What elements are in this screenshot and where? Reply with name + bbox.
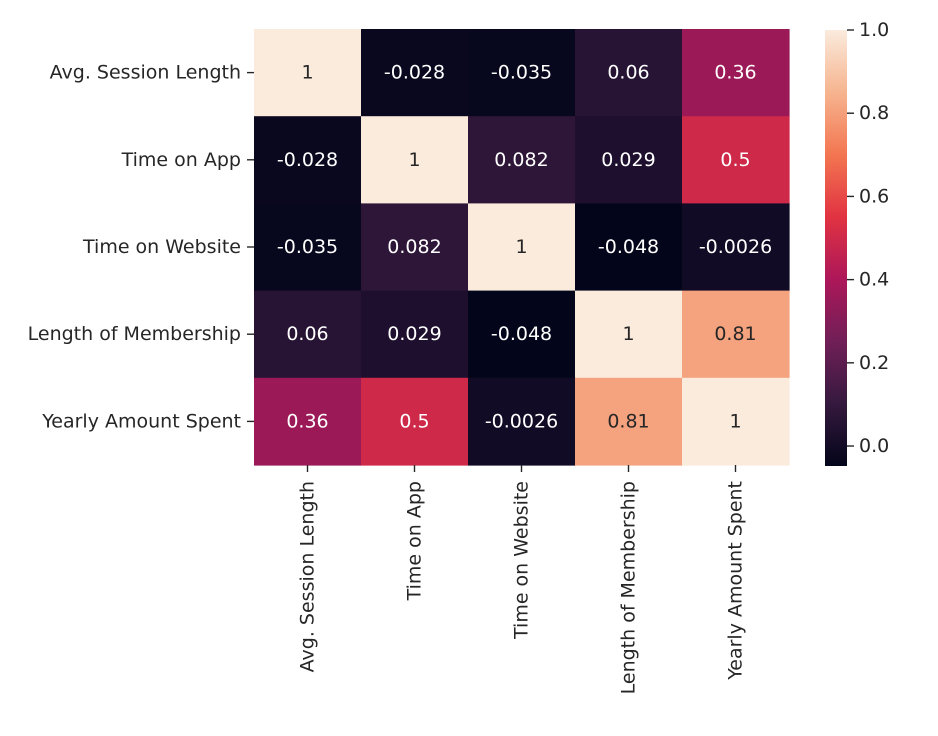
heatmap-cell: [682, 29, 790, 117]
heatmap-cell: [468, 29, 576, 117]
cell-value-label: 0.5: [399, 410, 429, 432]
heatmap-cell: [575, 29, 683, 117]
cell-value-label: 0.029: [601, 149, 655, 171]
cell-value-label: 1: [622, 323, 634, 345]
colorbar-tick-label: 0.6: [859, 185, 889, 207]
cell-value-label: -0.028: [384, 62, 445, 84]
heatmap-cell: [254, 29, 362, 117]
heatmap-cell: [468, 290, 576, 379]
x-axis-tick-labels: Avg. Session Length Time on App Time on We…: [297, 465, 747, 694]
x-axis-tick-label: Yearly Amount Spent: [725, 481, 747, 681]
cell-value-label: 0.36: [714, 62, 756, 84]
heatmap-cell: [254, 377, 362, 466]
colorbar-tick-label: 0.2: [859, 352, 889, 374]
cell-value-label: 1: [301, 62, 313, 84]
cell-value-label: -0.035: [491, 62, 552, 84]
cell-value-label: 0.029: [387, 323, 441, 345]
heatmap-cell: [361, 203, 469, 292]
cell-value-label: 0.36: [286, 410, 328, 432]
cell-value-label: 0.81: [607, 410, 649, 432]
heatmap-value-labels: 1 -0.028 -0.035 0.06 0.36 -0.028 1 0.082 0.029 0.…: [277, 62, 772, 433]
heatmap-cell: [468, 203, 576, 292]
heatmap-cells: [254, 29, 790, 466]
cell-value-label: 0.06: [286, 323, 328, 345]
heatmap-cell: [682, 377, 790, 466]
heatmap-cell: [361, 116, 469, 204]
x-axis-tick-label: Time on App: [404, 481, 426, 601]
colorbar-tick-label: 0.4: [859, 269, 889, 291]
heatmap-cell: [575, 203, 683, 292]
y-axis-tick-label: Yearly Amount Spent: [41, 410, 241, 432]
heatmap-cell: [468, 377, 576, 466]
y-axis-tick-label: Avg. Session Length: [50, 62, 241, 84]
cell-value-label: -0.035: [277, 236, 338, 258]
cell-value-label: -0.048: [491, 323, 552, 345]
cell-value-label: 0.81: [714, 323, 756, 345]
cell-value-label: 1: [515, 236, 527, 258]
x-axis-tick-label: Avg. Session Length: [297, 481, 319, 672]
colorbar: 0.0 0.2 0.4 0.6 0.8 1.0: [825, 19, 889, 466]
y-axis-tick-labels: Avg. Session Length Time on App Time on We…: [28, 62, 254, 432]
x-axis-tick-label: Time on Website: [511, 481, 533, 640]
heatmap-cell: [575, 377, 683, 466]
y-axis-tick-label: Length of Membership: [28, 323, 241, 345]
heatmap-cell: [682, 290, 790, 379]
cell-value-label: 1: [729, 410, 741, 432]
heatmap-cell: [682, 203, 790, 292]
colorbar-tick-label: 1.0: [859, 19, 889, 41]
heatmap-cell: [575, 116, 683, 204]
y-axis-tick-label: Time on Website: [82, 236, 241, 258]
cell-value-label: 0.082: [494, 149, 548, 171]
colorbar-tick-label: 0.0: [859, 435, 889, 457]
heatmap-cell: [575, 290, 683, 379]
cell-value-label: -0.028: [277, 149, 338, 171]
heatmap-cell: [254, 290, 362, 379]
x-axis-tick-label: Length of Membership: [618, 481, 640, 694]
heatmap-cell: [361, 290, 469, 379]
heatmap-cell: [254, 203, 362, 292]
y-axis-tick-label: Time on App: [121, 149, 241, 171]
cell-value-label: -0.0026: [699, 236, 772, 258]
heatmap-cell: [361, 29, 469, 117]
cell-value-label: -0.0026: [485, 410, 558, 432]
heatmap-cell: [682, 116, 790, 204]
colorbar-gradient: [825, 30, 847, 466]
cell-value-label: 0.06: [607, 62, 649, 84]
cell-value-label: 1: [408, 149, 420, 171]
colorbar-tick-label: 0.8: [859, 102, 889, 124]
cell-value-label: -0.048: [598, 236, 659, 258]
heatmap-cell: [361, 377, 469, 466]
heatmap-cell: [468, 116, 576, 204]
cell-value-label: 0.5: [720, 149, 750, 171]
cell-value-label: 0.082: [387, 236, 441, 258]
heatmap-cell: [254, 116, 362, 204]
